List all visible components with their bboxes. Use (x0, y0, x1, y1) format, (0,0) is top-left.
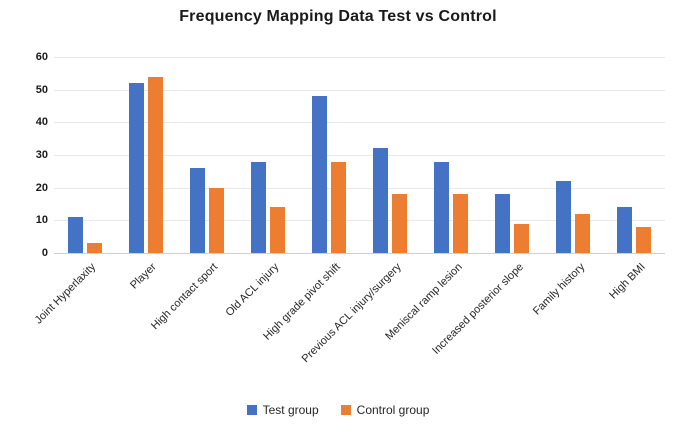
y-tick-label-30: 30 (35, 149, 48, 161)
gridline-60 (54, 57, 665, 58)
bar-control-7 (453, 194, 469, 253)
bar-test-3 (189, 168, 205, 253)
bar-test-5 (311, 96, 327, 253)
bar-control-6 (392, 194, 408, 253)
bar-test-8 (495, 194, 511, 253)
x-tick-label-2: Player (128, 261, 160, 292)
gridline-0 (54, 253, 665, 254)
bar-control-10 (636, 226, 652, 253)
bar-control-1 (86, 243, 102, 253)
plot-area (54, 57, 665, 254)
gridline-40 (54, 122, 665, 124)
bar-control-8 (514, 223, 530, 253)
legend: Test group Control group (0, 403, 676, 417)
chart-title: Frequency Mapping Data Test vs Control (179, 8, 497, 25)
gridline-50 (54, 89, 665, 91)
y-tick-label-40: 40 (35, 116, 48, 129)
bar-test-6 (373, 148, 389, 253)
bar-control-4 (269, 207, 285, 253)
y-tick-label-10: 10 (35, 214, 48, 227)
bar-test-4 (250, 161, 266, 253)
y-tick-label-0: 0 (41, 247, 48, 259)
legend-item-control-group: Control group (340, 403, 430, 417)
legend-swatch-icon (340, 405, 351, 415)
legend-label: Control group (356, 403, 430, 417)
legend-label: Test group (262, 403, 319, 417)
x-tick-label-4: Old ACL injury (223, 261, 282, 319)
legend-item-test-group: Test group (246, 403, 319, 417)
x-tick-label-10: High BMI (607, 261, 648, 302)
y-tick-label-60: 60 (35, 51, 48, 63)
bar-test-7 (434, 161, 450, 253)
bar-control-9 (575, 213, 591, 253)
legend-swatch-icon (246, 405, 257, 415)
bar-control-2 (147, 76, 163, 253)
gridline-30 (54, 155, 665, 156)
y-tick-label-50: 50 (35, 83, 48, 96)
gridline-10 (54, 220, 665, 222)
y-tick-label-20: 20 (35, 181, 48, 194)
x-tick-label-6: Previous ACL injury/surgery (299, 261, 404, 366)
x-tick-label-9: Family history (530, 261, 587, 318)
x-tick-label-3: High contact sport (149, 261, 221, 333)
bar-test-2 (128, 83, 144, 253)
bar-test-1 (67, 217, 83, 253)
bar-test-9 (556, 181, 572, 253)
bar-control-5 (330, 161, 346, 253)
gridline-20 (54, 187, 665, 189)
bar-test-10 (617, 207, 633, 253)
bar-control-3 (208, 187, 224, 253)
x-tick-label-1: Joint Hyperlaxity (32, 261, 99, 327)
